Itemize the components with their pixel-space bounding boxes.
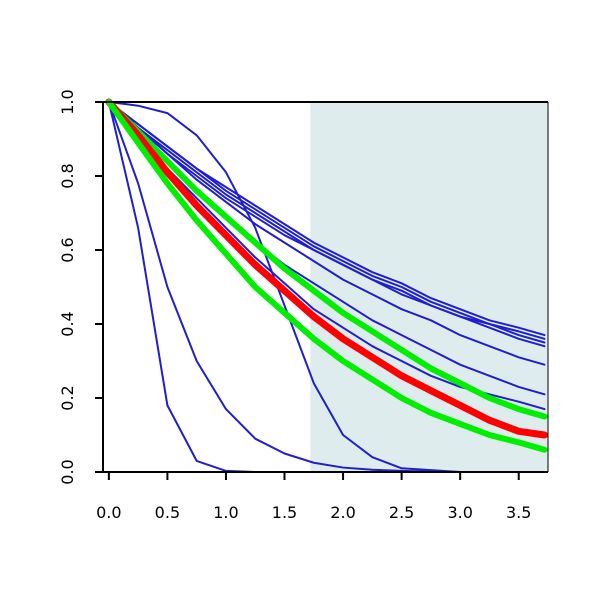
x-tick-label: 3.0 bbox=[447, 503, 472, 522]
series-line-4-blue bbox=[107, 101, 546, 337]
y-tick-label: 0.8 bbox=[58, 163, 77, 188]
series-line-2-blue bbox=[107, 101, 546, 344]
x-tick-label: 2.5 bbox=[389, 503, 414, 522]
shaded-region-layer bbox=[310, 102, 548, 472]
y-tick-label: 0.0 bbox=[58, 459, 77, 484]
x-tick-label: 1.5 bbox=[272, 503, 297, 522]
axes-layer bbox=[102, 101, 549, 473]
y-tick-label: 0.4 bbox=[58, 311, 77, 336]
x-tick-label: 3.5 bbox=[506, 503, 531, 522]
series-line-12-red bbox=[105, 98, 548, 439]
series-line-11-green bbox=[105, 99, 548, 420]
x-tick-label: 2.0 bbox=[330, 503, 355, 522]
x-tick-label: 1.0 bbox=[213, 503, 238, 522]
y-tick-label: 0.6 bbox=[58, 237, 77, 262]
x-tick-label: 0.0 bbox=[96, 503, 121, 522]
series-line-5-blue bbox=[107, 101, 546, 366]
ticks-layer: 0.0 0.5 1.0 1.5 2.0 2.5 3.0 3.5 0.0 0.2 0.4 0.6 0.8 1… bbox=[58, 89, 531, 522]
shaded-region bbox=[310, 102, 548, 472]
x-tick-label: 0.5 bbox=[155, 503, 180, 522]
y-tick-label: 0.2 bbox=[58, 385, 77, 410]
y-tick-label: 1.0 bbox=[58, 89, 77, 114]
series-line-13-green bbox=[105, 99, 548, 453]
